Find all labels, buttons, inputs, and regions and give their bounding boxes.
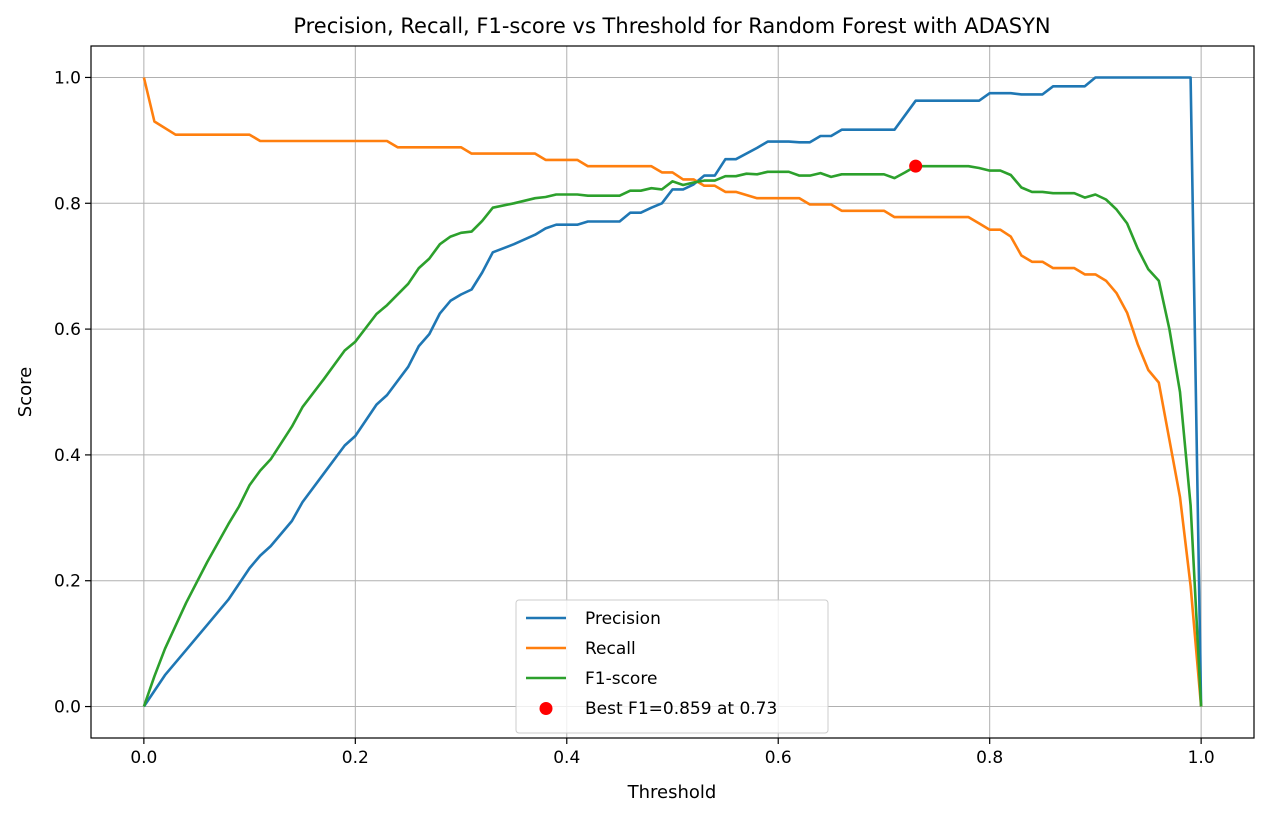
legend-label: F1-score <box>585 669 657 689</box>
legend-label: Recall <box>585 639 636 659</box>
y-tick-label: 0.4 <box>54 446 81 466</box>
legend-swatch-best-f1 <box>539 702 553 715</box>
legend-label: Precision <box>585 609 661 629</box>
best-f1-point <box>909 159 923 173</box>
y-tick-label: 1.0 <box>54 68 81 88</box>
y-tick-label: 0.8 <box>54 194 81 214</box>
x-tick-label: 0.6 <box>765 748 792 768</box>
legend-label: Best F1=0.859 at 0.73 <box>585 699 777 719</box>
y-tick-label: 0.6 <box>54 320 81 340</box>
precision-line <box>142 76 1203 708</box>
plot-frame <box>90 45 1255 739</box>
y-tick-label: 0.2 <box>54 572 81 592</box>
x-tick-label: 1.0 <box>1188 748 1215 768</box>
x-axis-ticks: 0.0 0.2 0.4 0.6 0.8 1.0 <box>130 738 1215 768</box>
x-axis-label: Threshold <box>627 782 717 803</box>
y-axis-ticks: 0.0 0.2 0.4 0.6 0.8 1.0 <box>54 68 91 718</box>
legend-box <box>515 599 829 734</box>
legend-entries: Precision Recall F1-score Best F1=0.859 at … <box>526 609 777 719</box>
chart-title: Precision, Recall, F1-score vs Threshold… <box>293 14 1050 38</box>
y-axis-label: Score <box>15 367 36 417</box>
x-tick-label: 0.0 <box>130 748 157 768</box>
x-tick-label: 0.4 <box>553 748 580 768</box>
recall-line <box>142 77 1203 707</box>
x-tick-label: 0.2 <box>342 748 369 768</box>
legend: Precision Recall F1-score Best F1=0.859 at … <box>515 599 829 734</box>
series-layer <box>142 76 1203 708</box>
f1-score-line <box>142 164 1203 707</box>
y-tick-label: 0.0 <box>54 698 81 718</box>
x-tick-label: 0.8 <box>976 748 1003 768</box>
best-f1-marker-layer <box>909 159 923 173</box>
